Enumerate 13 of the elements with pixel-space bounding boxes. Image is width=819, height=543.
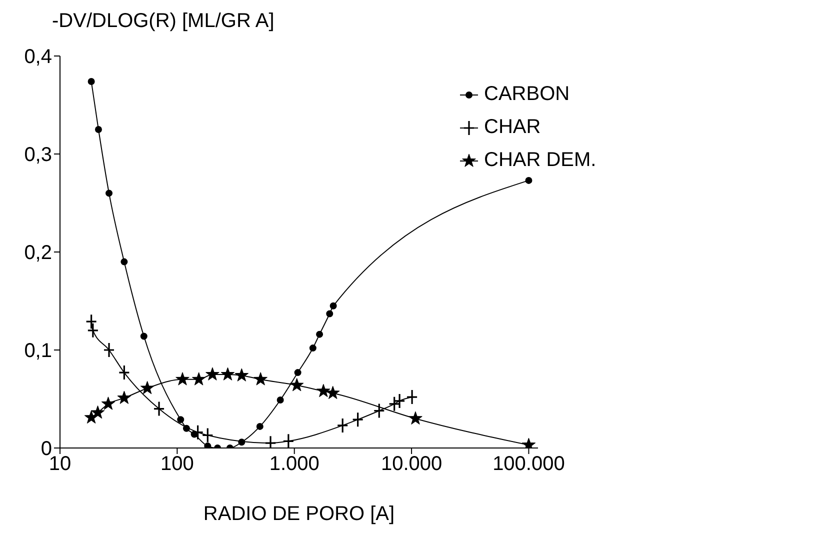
y-tick-label: 0,2 [24, 242, 52, 264]
legend-label: CARBON [484, 83, 570, 106]
x-tick-label: 100.000 [492, 453, 565, 476]
x-tick-label: 100 [160, 453, 194, 476]
y-tick-label: 0,3 [24, 144, 52, 166]
x-tick-label: 1.000 [269, 453, 320, 476]
y-tick-label: 0,4 [24, 46, 52, 68]
x-axis-title: RADIO DE PORO [A] [203, 503, 395, 525]
y-axis-title: -DV/DLOG(R) [ML/GR A] [52, 10, 274, 33]
legend-label: CHAR [484, 116, 541, 139]
x-tick-label: 10.000 [380, 453, 442, 476]
legend-label: CHAR DEM. [484, 149, 596, 172]
y-tick-label: 0,1 [24, 340, 52, 362]
